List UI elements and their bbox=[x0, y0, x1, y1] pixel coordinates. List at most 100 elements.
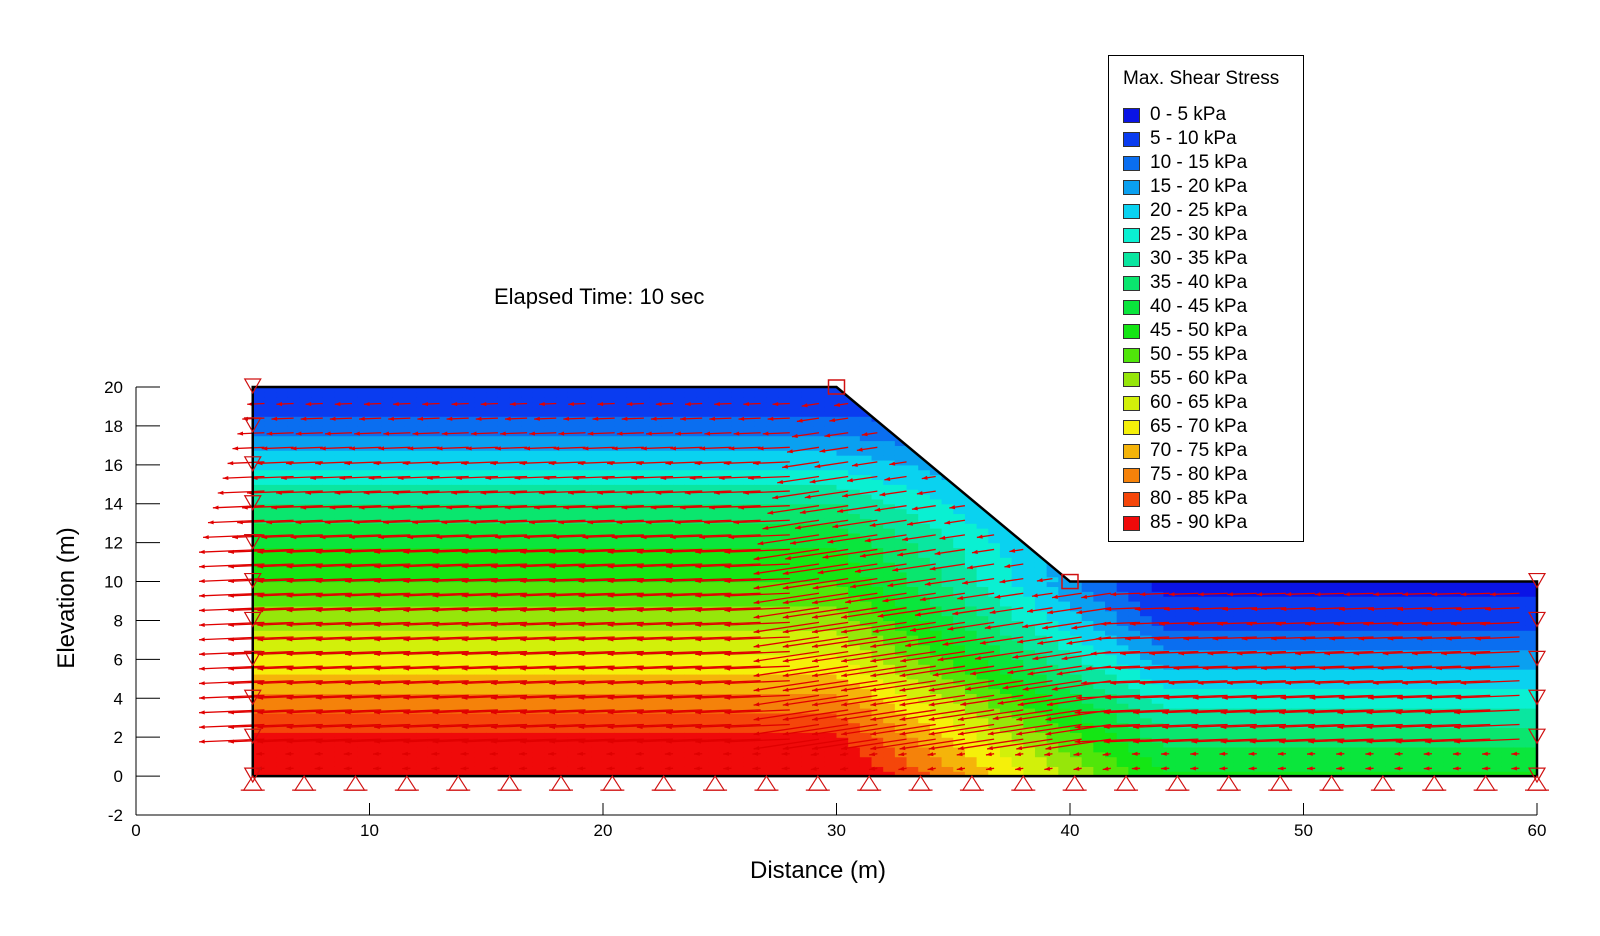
vector-arrowhead bbox=[514, 475, 521, 481]
vector-arrowhead bbox=[709, 505, 715, 510]
x-tick-label: 60 bbox=[1528, 821, 1547, 840]
vector-arrowhead bbox=[956, 752, 963, 757]
vector-arrowhead bbox=[329, 505, 336, 510]
vector-arrowhead bbox=[664, 766, 671, 771]
vector-arrowhead bbox=[1265, 651, 1272, 656]
vector-arrow bbox=[989, 607, 1024, 614]
vector-arrow bbox=[631, 475, 674, 479]
x-tick-label: 50 bbox=[1294, 821, 1313, 840]
vector-arrowhead bbox=[374, 666, 380, 671]
vector-arrowhead bbox=[432, 608, 439, 613]
vector-arrowhead bbox=[699, 535, 705, 540]
vector-arrowhead bbox=[636, 549, 643, 554]
vector-arrowhead bbox=[1198, 592, 1204, 597]
vector-arrowhead bbox=[1445, 636, 1452, 641]
vector-arrowhead bbox=[899, 746, 906, 751]
vector-arrowhead bbox=[310, 475, 316, 481]
vector-arrowhead bbox=[782, 746, 789, 751]
vector-arrow bbox=[1115, 665, 1170, 670]
y-tick-label: -2 bbox=[108, 806, 123, 825]
vector-arrow bbox=[870, 694, 936, 706]
vector-arrowhead bbox=[199, 666, 205, 671]
vector-arrow bbox=[315, 461, 353, 465]
vector-arrowhead bbox=[607, 461, 613, 466]
vector-arrowhead bbox=[841, 614, 848, 619]
vector-arrowhead bbox=[1056, 671, 1063, 676]
vector-arrow bbox=[636, 461, 674, 465]
vector-arrowhead bbox=[666, 652, 672, 657]
vector-arrowhead bbox=[1319, 666, 1326, 671]
vector-arrowhead bbox=[666, 724, 672, 730]
vector-arrow bbox=[242, 505, 294, 509]
vector-arrowhead bbox=[315, 622, 322, 627]
vector-arrowhead bbox=[1139, 592, 1146, 597]
vector-arrowhead bbox=[1162, 724, 1168, 730]
vector-arrow bbox=[753, 694, 820, 706]
vector-arrow bbox=[849, 577, 907, 588]
vector-arrowhead bbox=[1431, 592, 1438, 597]
vector-arrowhead bbox=[549, 637, 556, 642]
legend-swatch bbox=[1123, 395, 1140, 411]
vector-arrow bbox=[767, 505, 820, 515]
vector-arrow bbox=[1183, 636, 1228, 640]
vector-arrowhead bbox=[782, 731, 789, 736]
vector-arrowhead bbox=[363, 490, 370, 495]
vector-arrowhead bbox=[378, 446, 385, 451]
legend-label: 85 - 90 kPa bbox=[1150, 512, 1248, 533]
vector-arrow bbox=[1149, 650, 1199, 655]
vector-arrowhead bbox=[870, 702, 877, 707]
vector-arrowhead bbox=[733, 520, 740, 525]
vector-arrow bbox=[616, 519, 674, 524]
vector-arrowhead bbox=[665, 461, 672, 466]
vector-arrowhead bbox=[461, 710, 468, 715]
vector-arrowhead bbox=[1431, 680, 1437, 686]
vector-arrowhead bbox=[490, 608, 497, 613]
vector-arrowhead bbox=[363, 401, 370, 407]
vector-arrowhead bbox=[1095, 636, 1102, 641]
vector-arrow bbox=[1016, 723, 1082, 735]
vector-arrowhead bbox=[1190, 751, 1196, 756]
vector-arrowhead bbox=[315, 681, 322, 686]
vector-arrowhead bbox=[1110, 680, 1116, 686]
vector-arrowhead bbox=[286, 608, 293, 613]
vector-arrowhead bbox=[611, 446, 618, 451]
base-support bbox=[1372, 774, 1393, 791]
vector-arrow bbox=[548, 461, 586, 465]
vector-arrowhead bbox=[228, 549, 234, 554]
vector-arrowhead bbox=[461, 579, 468, 584]
vector-arrowhead bbox=[827, 539, 834, 544]
vector-arrowhead bbox=[577, 766, 584, 771]
vector-arrowhead bbox=[607, 739, 614, 744]
vector-arrowhead bbox=[997, 700, 1004, 705]
vector-arrowhead bbox=[315, 549, 322, 554]
vector-arrowhead bbox=[1163, 695, 1170, 700]
vector-arrow bbox=[1222, 694, 1287, 699]
vector-arrow bbox=[899, 723, 966, 735]
vector-arrowhead bbox=[563, 505, 569, 510]
legend-item: 0 - 5 kPa bbox=[1123, 103, 1247, 127]
vector-arrowhead bbox=[670, 446, 677, 451]
vector-arrow bbox=[914, 607, 966, 616]
vector-arrowhead bbox=[1045, 716, 1052, 721]
vector-arrowhead bbox=[607, 710, 614, 715]
vector-arrow bbox=[724, 650, 790, 655]
x-tick-label: 30 bbox=[827, 821, 846, 840]
vector-arrowhead bbox=[666, 593, 672, 598]
vector-arrow bbox=[728, 534, 790, 539]
vector-arrowhead bbox=[1441, 651, 1447, 656]
vector-arrowhead bbox=[952, 611, 959, 616]
vector-arrowhead bbox=[1511, 751, 1518, 756]
base-support bbox=[1321, 774, 1342, 791]
vector-arrowhead bbox=[1256, 592, 1263, 597]
vector-arrowhead bbox=[548, 461, 555, 466]
vector-arrow bbox=[782, 650, 849, 663]
vector-arrowhead bbox=[607, 579, 614, 584]
vector-arrowhead bbox=[403, 549, 410, 554]
vector-arrowhead bbox=[295, 520, 302, 525]
vector-arrowhead bbox=[461, 724, 468, 730]
base-support bbox=[1475, 774, 1496, 791]
vector-arrowhead bbox=[1460, 680, 1467, 686]
vector-arrowhead bbox=[1149, 651, 1155, 656]
vector-arrow bbox=[1368, 607, 1403, 610]
side-support bbox=[1527, 650, 1547, 667]
